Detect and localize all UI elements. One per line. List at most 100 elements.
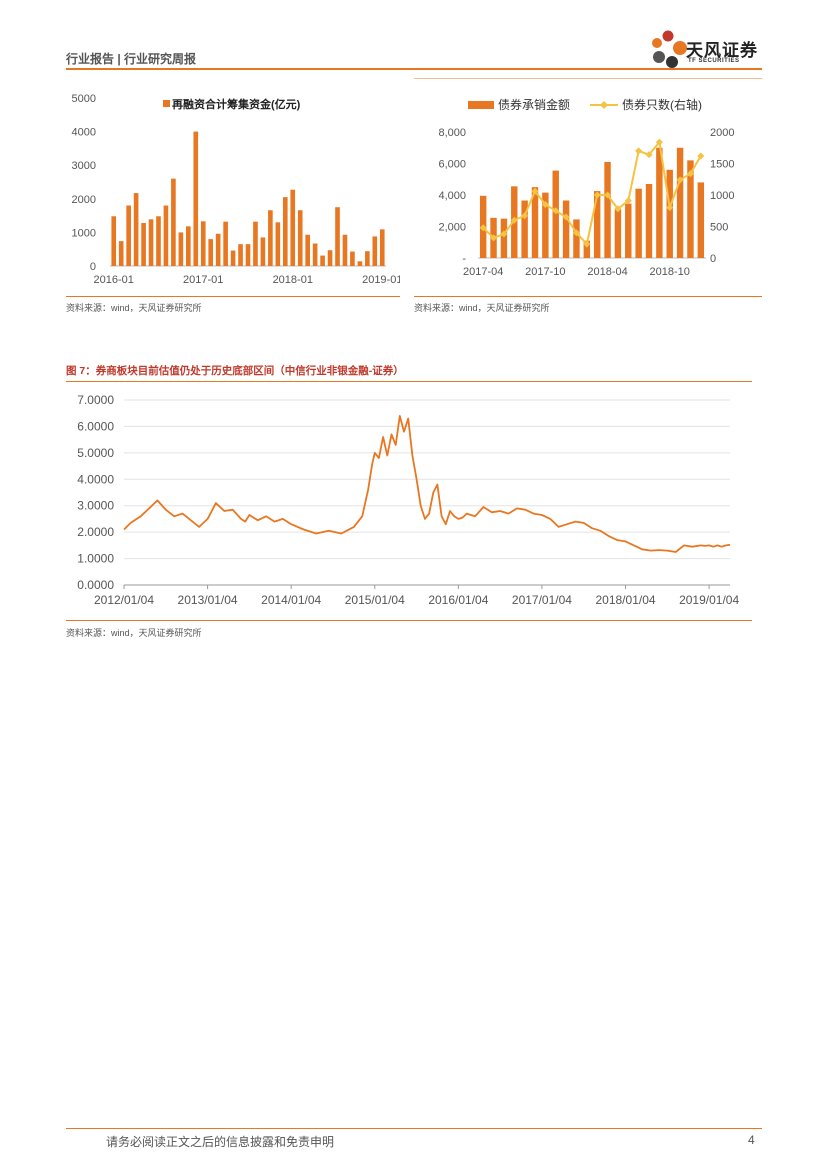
y-tick-label: 3.0000 [77, 499, 114, 513]
bar [645, 183, 653, 258]
bar [126, 205, 131, 266]
x-tick-label: 2014/01/04 [261, 593, 321, 607]
x-tick-label: 2019-01 [362, 274, 400, 286]
bar [320, 255, 325, 266]
bar [625, 203, 632, 258]
y-tick-label: 5.0000 [77, 446, 114, 460]
bar [163, 205, 169, 266]
right-y-tick-label: 1000 [710, 190, 734, 202]
bar [583, 240, 591, 258]
x-tick-label: 2016/01/04 [428, 593, 488, 607]
bar [335, 207, 340, 266]
line-point [645, 151, 653, 159]
line-point [666, 204, 674, 212]
y-tick-label: 2000 [72, 194, 96, 206]
legend-label: 再融资合计筹集资金(亿元) [172, 97, 301, 111]
bar [635, 188, 642, 258]
line-point [521, 212, 529, 220]
line-point [552, 207, 560, 215]
bar [260, 237, 266, 266]
footer-divider [66, 1128, 762, 1129]
y-tick-label: 1000 [72, 227, 96, 239]
chart2-divider [414, 296, 762, 297]
y-tick-label: 1.0000 [77, 552, 114, 566]
logo-flower-icon [652, 30, 687, 68]
line-point [614, 205, 622, 213]
line-point [541, 200, 549, 208]
bar [238, 244, 243, 266]
y-tick-label: 0 [90, 261, 96, 273]
legend-swatch [163, 100, 170, 107]
bar [666, 169, 673, 258]
bar [350, 251, 355, 266]
bond-underwriting-chart: 8,000 6,000 4,000 2,000 - 2000 1500 1000 500 0 201… [414, 78, 762, 278]
bar [186, 226, 191, 266]
bar [215, 233, 221, 266]
left-y-tick-label: 8,000 [438, 127, 466, 139]
bar [697, 182, 705, 258]
bar [342, 234, 348, 266]
y-tick-label: 5000 [72, 93, 96, 105]
x-tick-label: 2018/01/04 [595, 593, 655, 607]
bar [614, 209, 622, 258]
x-tick-label: 2013/01/04 [178, 593, 238, 607]
bar [312, 243, 318, 266]
line-point [479, 224, 487, 232]
bar [245, 244, 251, 266]
right-y-tick-label: 500 [710, 222, 728, 234]
x-tick-label: 2019/01/04 [679, 593, 739, 607]
bar [253, 221, 258, 266]
bar [357, 261, 363, 266]
x-tick-label: 2012/01/04 [94, 593, 154, 607]
x-tick-label: 2016-01 [94, 274, 134, 286]
left-y-tick-label: 4,000 [438, 190, 466, 202]
header-divider [66, 68, 762, 70]
right-y-tick-label: 1500 [710, 159, 734, 171]
bar [208, 239, 214, 266]
logo-text-cn: 天风证券 [686, 41, 758, 60]
bar [223, 221, 228, 266]
x-tick-label: 2017/01/04 [512, 593, 572, 607]
line-point [500, 230, 508, 238]
figure7-bottom-divider [66, 620, 752, 621]
y-tick-label: 6.0000 [77, 419, 114, 433]
x-tick-label: 2018-10 [650, 266, 690, 278]
bar [282, 197, 288, 266]
bar [141, 222, 146, 266]
pb-valuation-chart: 7.0000 6.0000 5.0000 4.0000 3.0000 2.0000 1.00… [77, 393, 739, 607]
left-y-tick-label: 2,000 [438, 222, 466, 234]
bar [268, 210, 273, 266]
y-tick-label: 0.0000 [77, 578, 114, 592]
bar [118, 241, 124, 266]
company-logo: 天风证券 TF SECURITIES [648, 28, 768, 72]
line-point [697, 152, 705, 160]
bar [297, 210, 303, 266]
line-point [624, 197, 632, 205]
x-tick-label: 2017-01 [183, 274, 223, 286]
y-tick-label: 2.0000 [77, 525, 114, 539]
logo-text-en: TF SECURITIES [688, 58, 740, 64]
bar [573, 219, 580, 258]
legend-swatch-bars [468, 101, 494, 109]
chart2-source: 资料来源：wind，天风证券研究所 [414, 303, 550, 313]
y-tick-label: 7.0000 [77, 393, 114, 407]
line-point [562, 213, 570, 221]
line-point [583, 240, 591, 248]
footer-disclaimer: 请务必阅读正文之后的信息披露和免责申明 [106, 1135, 335, 1149]
figure7-source: 资料来源：wind，天风证券研究所 [66, 628, 202, 638]
bar [604, 161, 611, 258]
bar [133, 193, 139, 266]
x-tick-label: 2017-10 [525, 266, 565, 278]
x-tick-label: 2018-04 [587, 266, 627, 278]
legend-label-line: 债券只数(右轴) [622, 97, 702, 112]
report-header-title: 行业报告 | 行业研究周报 [66, 52, 197, 66]
x-tick-label: 2015/01/04 [345, 593, 405, 607]
legend-label-bars: 债券承销金额 [498, 97, 570, 112]
left-y-tick-label: 6,000 [438, 159, 466, 171]
bar [178, 232, 184, 266]
bar [230, 250, 236, 266]
legend-line-marker [600, 101, 608, 109]
line-point [593, 191, 601, 199]
bar [593, 191, 601, 258]
